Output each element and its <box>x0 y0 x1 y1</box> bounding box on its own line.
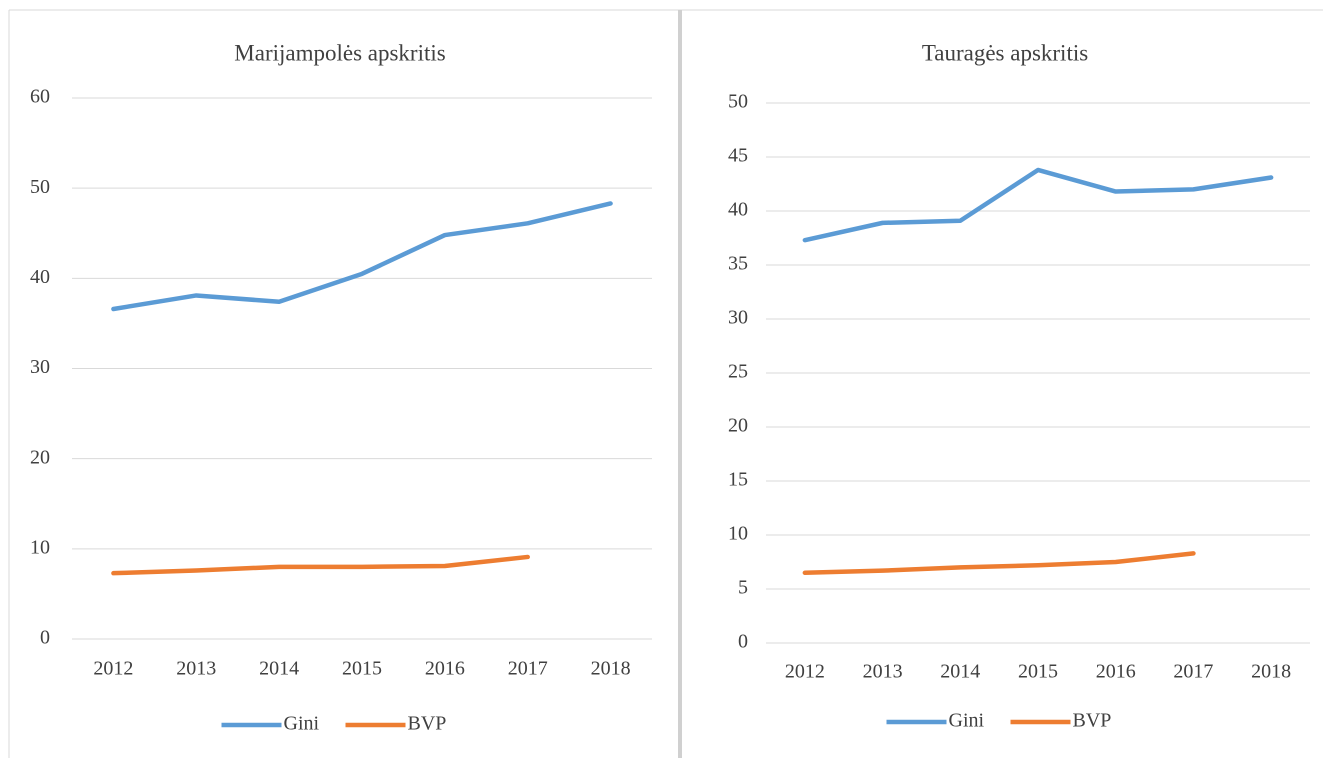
series-line <box>111 201 613 312</box>
x-tick-label: 2012 <box>785 661 825 683</box>
x-tick-label: 2015 <box>342 658 382 680</box>
x-tick-label: 2016 <box>1096 661 1136 683</box>
chart-title: Marijampolės apskritis <box>234 40 445 65</box>
x-tick-label: 2018 <box>1251 661 1291 683</box>
y-tick-label: 10 <box>30 536 50 558</box>
y-tick-label: 0 <box>40 627 50 649</box>
y-tick-label: 5 <box>738 577 748 599</box>
y-tick-label: 50 <box>728 91 748 113</box>
y-tick-label: 60 <box>30 86 50 108</box>
y-tick-label: 0 <box>738 631 748 653</box>
y-tick-label: 15 <box>728 469 748 491</box>
y-tick-label: 20 <box>728 415 748 437</box>
legend-label: BVP <box>408 713 447 735</box>
x-tick-label: 2017 <box>1173 661 1213 683</box>
y-tick-label: 45 <box>728 145 748 167</box>
x-tick-label: 2013 <box>176 658 216 680</box>
x-tick-label: 2017 <box>508 658 548 680</box>
y-tick-label: 30 <box>30 356 50 378</box>
x-tick-label: 2014 <box>940 661 980 683</box>
y-tick-label: 30 <box>728 307 748 329</box>
x-tick-label: 2015 <box>1018 661 1058 683</box>
legend-label: BVP <box>1073 710 1112 732</box>
y-tick-label: 40 <box>728 199 748 221</box>
x-tick-label: 2013 <box>863 661 903 683</box>
series-line <box>802 551 1196 576</box>
y-tick-label: 50 <box>30 176 50 198</box>
series-line <box>802 167 1274 243</box>
chart-title: Tauragės apskritis <box>922 40 1088 65</box>
y-tick-label: 35 <box>728 253 748 275</box>
y-tick-label: 10 <box>728 523 748 545</box>
x-tick-label: 2012 <box>93 658 133 680</box>
x-tick-label: 2018 <box>591 658 631 680</box>
y-tick-label: 20 <box>30 446 50 468</box>
x-tick-label: 2014 <box>259 658 299 680</box>
legend-label: Gini <box>284 713 320 735</box>
series-line <box>111 554 530 576</box>
legend-label: Gini <box>949 710 985 732</box>
x-tick-label: 2016 <box>425 658 465 680</box>
y-tick-label: 25 <box>728 361 748 383</box>
y-tick-label: 40 <box>30 266 50 288</box>
